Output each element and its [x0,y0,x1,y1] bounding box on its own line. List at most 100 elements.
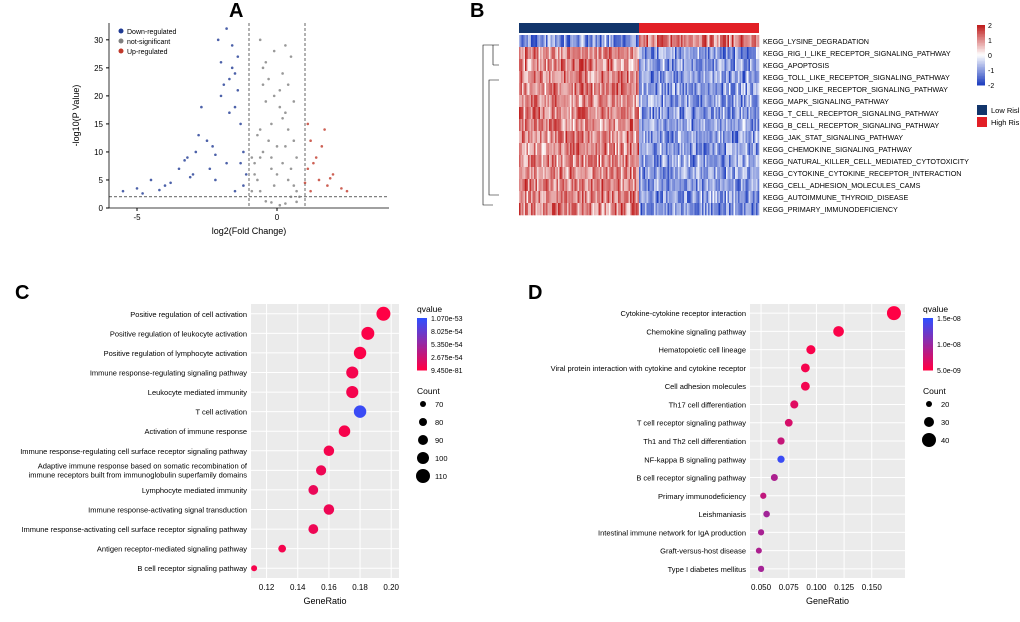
svg-text:KEGG_PRIMARY_IMMUNODEFICIENCY: KEGG_PRIMARY_IMMUNODEFICIENCY [763,205,898,214]
svg-text:qvalue: qvalue [923,304,948,314]
svg-text:B cell receptor signaling path: B cell receptor signaling pathway [636,474,746,483]
svg-text:KEGG_JAK_STAT_SIGNALING_PATHWA: KEGG_JAK_STAT_SIGNALING_PATHWAY [763,133,903,142]
svg-text:KEGG_NOD_LIKE_RECEPTOR_SIGNALI: KEGG_NOD_LIKE_RECEPTOR_SIGNALING_PATHWAY [763,85,948,94]
svg-text:20: 20 [94,92,103,101]
svg-text:NF-kappa B signaling pathway: NF-kappa B signaling pathway [644,455,746,464]
svg-text:Graft-versus-host disease: Graft-versus-host disease [660,547,746,556]
svg-text:Cell adhesion molecules: Cell adhesion molecules [665,382,747,391]
svg-text:0.100: 0.100 [806,583,827,592]
svg-text:Immune response-regulating cel: Immune response-regulating cell surface … [20,447,247,456]
svg-text:0.14: 0.14 [290,583,306,592]
svg-text:5.350e-54: 5.350e-54 [431,342,463,349]
svg-text:Positive regulation of lymphoc: Positive regulation of lymphocyte activa… [104,349,247,358]
svg-text:T cell receptor signaling path: T cell receptor signaling pathway [637,419,746,428]
panel-a-volcano: 051015202530-50log2(Fold Change)-log10(P… [60,12,432,244]
svg-text:Lymphocyte mediated immunity: Lymphocyte mediated immunity [142,486,247,495]
svg-text:0.150: 0.150 [862,583,883,592]
svg-text:Count: Count [417,386,440,396]
svg-text:Leishmaniasis: Leishmaniasis [698,510,746,519]
svg-text:-5: -5 [133,213,141,222]
svg-text:1.5e-08: 1.5e-08 [937,316,961,323]
figure: A B C D 051015202530-50log2(Fold Change)… [0,0,1020,622]
svg-text:Positive regulation of cell ac: Positive regulation of cell activation [130,310,247,319]
svg-text:5: 5 [99,176,104,185]
svg-text:immune receptors built from im: immune receptors built from immunoglobul… [29,470,248,479]
svg-text:80: 80 [435,418,443,427]
svg-text:1.070e-53: 1.070e-53 [431,316,463,323]
svg-text:0.050: 0.050 [751,583,772,592]
svg-text:0.16: 0.16 [321,583,337,592]
svg-text:Positive regulation of leukocy: Positive regulation of leukocyte activat… [110,329,247,338]
svg-text:40: 40 [941,436,949,445]
svg-text:KEGG_NATURAL_KILLER_CELL_MEDIA: KEGG_NATURAL_KILLER_CELL_MEDIATED_CYTOTO… [763,157,969,166]
svg-text:Leukocyte mediated immunity: Leukocyte mediated immunity [148,388,247,397]
svg-text:Th1 and Th2 cell differentiati: Th1 and Th2 cell differentiation [643,437,746,446]
svg-text:Immune response-activating cel: Immune response-activating cell surface … [21,525,247,534]
svg-text:10: 10 [94,148,103,157]
svg-text:KEGG_TOLL_LIKE_RECEPTOR_SIGNAL: KEGG_TOLL_LIKE_RECEPTOR_SIGNALING_PATHWA… [763,73,950,82]
svg-text:0.125: 0.125 [834,583,855,592]
svg-text:0.12: 0.12 [259,583,275,592]
svg-text:Hematopoietic cell lineage: Hematopoietic cell lineage [658,346,746,355]
svg-text:KEGG_T_CELL_RECEPTOR_SIGNALING: KEGG_T_CELL_RECEPTOR_SIGNALING_PATHWAY [763,109,939,118]
svg-text:1.0e-08: 1.0e-08 [937,342,961,349]
svg-text:90: 90 [435,436,443,445]
svg-text:30: 30 [94,36,103,45]
svg-text:Cytokine-cytokine receptor int: Cytokine-cytokine receptor interaction [621,309,746,318]
svg-text:GeneRatio: GeneRatio [806,596,849,606]
svg-text:30: 30 [941,418,949,427]
svg-text:KEGG_CYTOKINE_CYTOKINE_RECEPTO: KEGG_CYTOKINE_CYTOKINE_RECEPTOR_INTERACT… [763,169,962,178]
svg-text:0: 0 [988,53,992,60]
panel-b-heatmap: KEGG_LYSINE_DEGRADATION KEGG_RIG_I_LIKE_R… [458,12,1020,244]
svg-text:110: 110 [435,472,447,481]
svg-text:1: 1 [988,38,992,45]
svg-text:T cell activation: T cell activation [195,408,247,417]
svg-text:8.025e-54: 8.025e-54 [431,329,463,336]
svg-text:2: 2 [988,23,992,30]
svg-text:Intestinal immune network for: Intestinal immune network for IgA produc… [598,528,746,537]
svg-text:0.075: 0.075 [779,583,800,592]
svg-text:Low Risk: Low Risk [991,106,1020,115]
svg-text:B cell receptor signaling path: B cell receptor signaling pathway [137,564,247,573]
svg-text:KEGG_MAPK_SIGNALING_PATHWAY: KEGG_MAPK_SIGNALING_PATHWAY [763,97,889,106]
panel-c-dotplot: 0.12 0.14 0.16 0.18 0.20 Positive regulation … [4,295,514,617]
svg-text:KEGG_AUTOIMMUNE_THYROID_DISEAS: KEGG_AUTOIMMUNE_THYROID_DISEASE [763,193,908,202]
svg-text:-log10(P Value): -log10(P Value) [71,85,81,147]
svg-text:5.0e-09: 5.0e-09 [937,368,961,375]
svg-text:High Risk: High Risk [991,118,1020,127]
svg-text:25: 25 [94,64,103,73]
svg-text:KEGG_LYSINE_DEGRADATION: KEGG_LYSINE_DEGRADATION [763,37,869,46]
svg-text:Viral protein interaction with: Viral protein interaction with cytokine … [551,364,747,373]
panel-d-dotplot: 0.050 0.075 0.100 0.125 0.150 Cytokine-cytoki… [515,295,1020,617]
svg-text:Down-regulated: Down-regulated [127,29,177,36]
svg-text:2.675e-54: 2.675e-54 [431,355,463,362]
svg-text:Type I diabetes mellitus: Type I diabetes mellitus [668,565,747,574]
svg-text:0.18: 0.18 [352,583,368,592]
svg-text:20: 20 [941,400,949,409]
svg-text:Primary immunodeficiency: Primary immunodeficiency [658,492,746,501]
svg-text:KEGG_RIG_I_LIKE_RECEPTOR_SIGNA: KEGG_RIG_I_LIKE_RECEPTOR_SIGNALING_PATHW… [763,49,951,58]
svg-text:Up-regulated: Up-regulated [127,49,168,56]
svg-text:9.450e-81: 9.450e-81 [431,368,463,375]
svg-text:KEGG_B_CELL_RECEPTOR_SIGNALING: KEGG_B_CELL_RECEPTOR_SIGNALING_PATHWAY [763,121,939,130]
svg-text:Immune response-activating sig: Immune response-activating signal transd… [88,506,247,515]
svg-text:Count: Count [923,386,946,396]
svg-text:-2: -2 [988,83,994,90]
svg-text:KEGG_CELL_ADHESION_MOLECULES_C: KEGG_CELL_ADHESION_MOLECULES_CAMS [763,181,921,190]
svg-text:-1: -1 [988,68,994,75]
svg-text:0: 0 [99,204,104,213]
svg-text:not-significant: not-significant [127,39,170,46]
svg-text:log2(Fold Change): log2(Fold Change) [212,226,287,236]
svg-text:KEGG_APOPTOSIS: KEGG_APOPTOSIS [763,61,829,70]
svg-text:KEGG_CHEMOKINE_SIGNALING_PATHW: KEGG_CHEMOKINE_SIGNALING_PATHWAY [763,145,912,154]
svg-text:Adaptive immune response based: Adaptive immune response based on somati… [38,461,248,470]
svg-text:0: 0 [275,213,280,222]
svg-text:0.20: 0.20 [383,583,399,592]
svg-text:Immune response-regulating sig: Immune response-regulating signaling pat… [90,369,247,378]
svg-text:Th17 cell differentiation: Th17 cell differentiation [669,400,746,409]
svg-text:Antigen receptor-mediated sign: Antigen receptor-mediated signaling path… [97,545,247,554]
svg-text:70: 70 [435,400,443,409]
svg-text:Chemokine signaling pathway: Chemokine signaling pathway [646,327,746,336]
svg-text:100: 100 [435,454,448,463]
svg-text:GeneRatio: GeneRatio [303,596,346,606]
